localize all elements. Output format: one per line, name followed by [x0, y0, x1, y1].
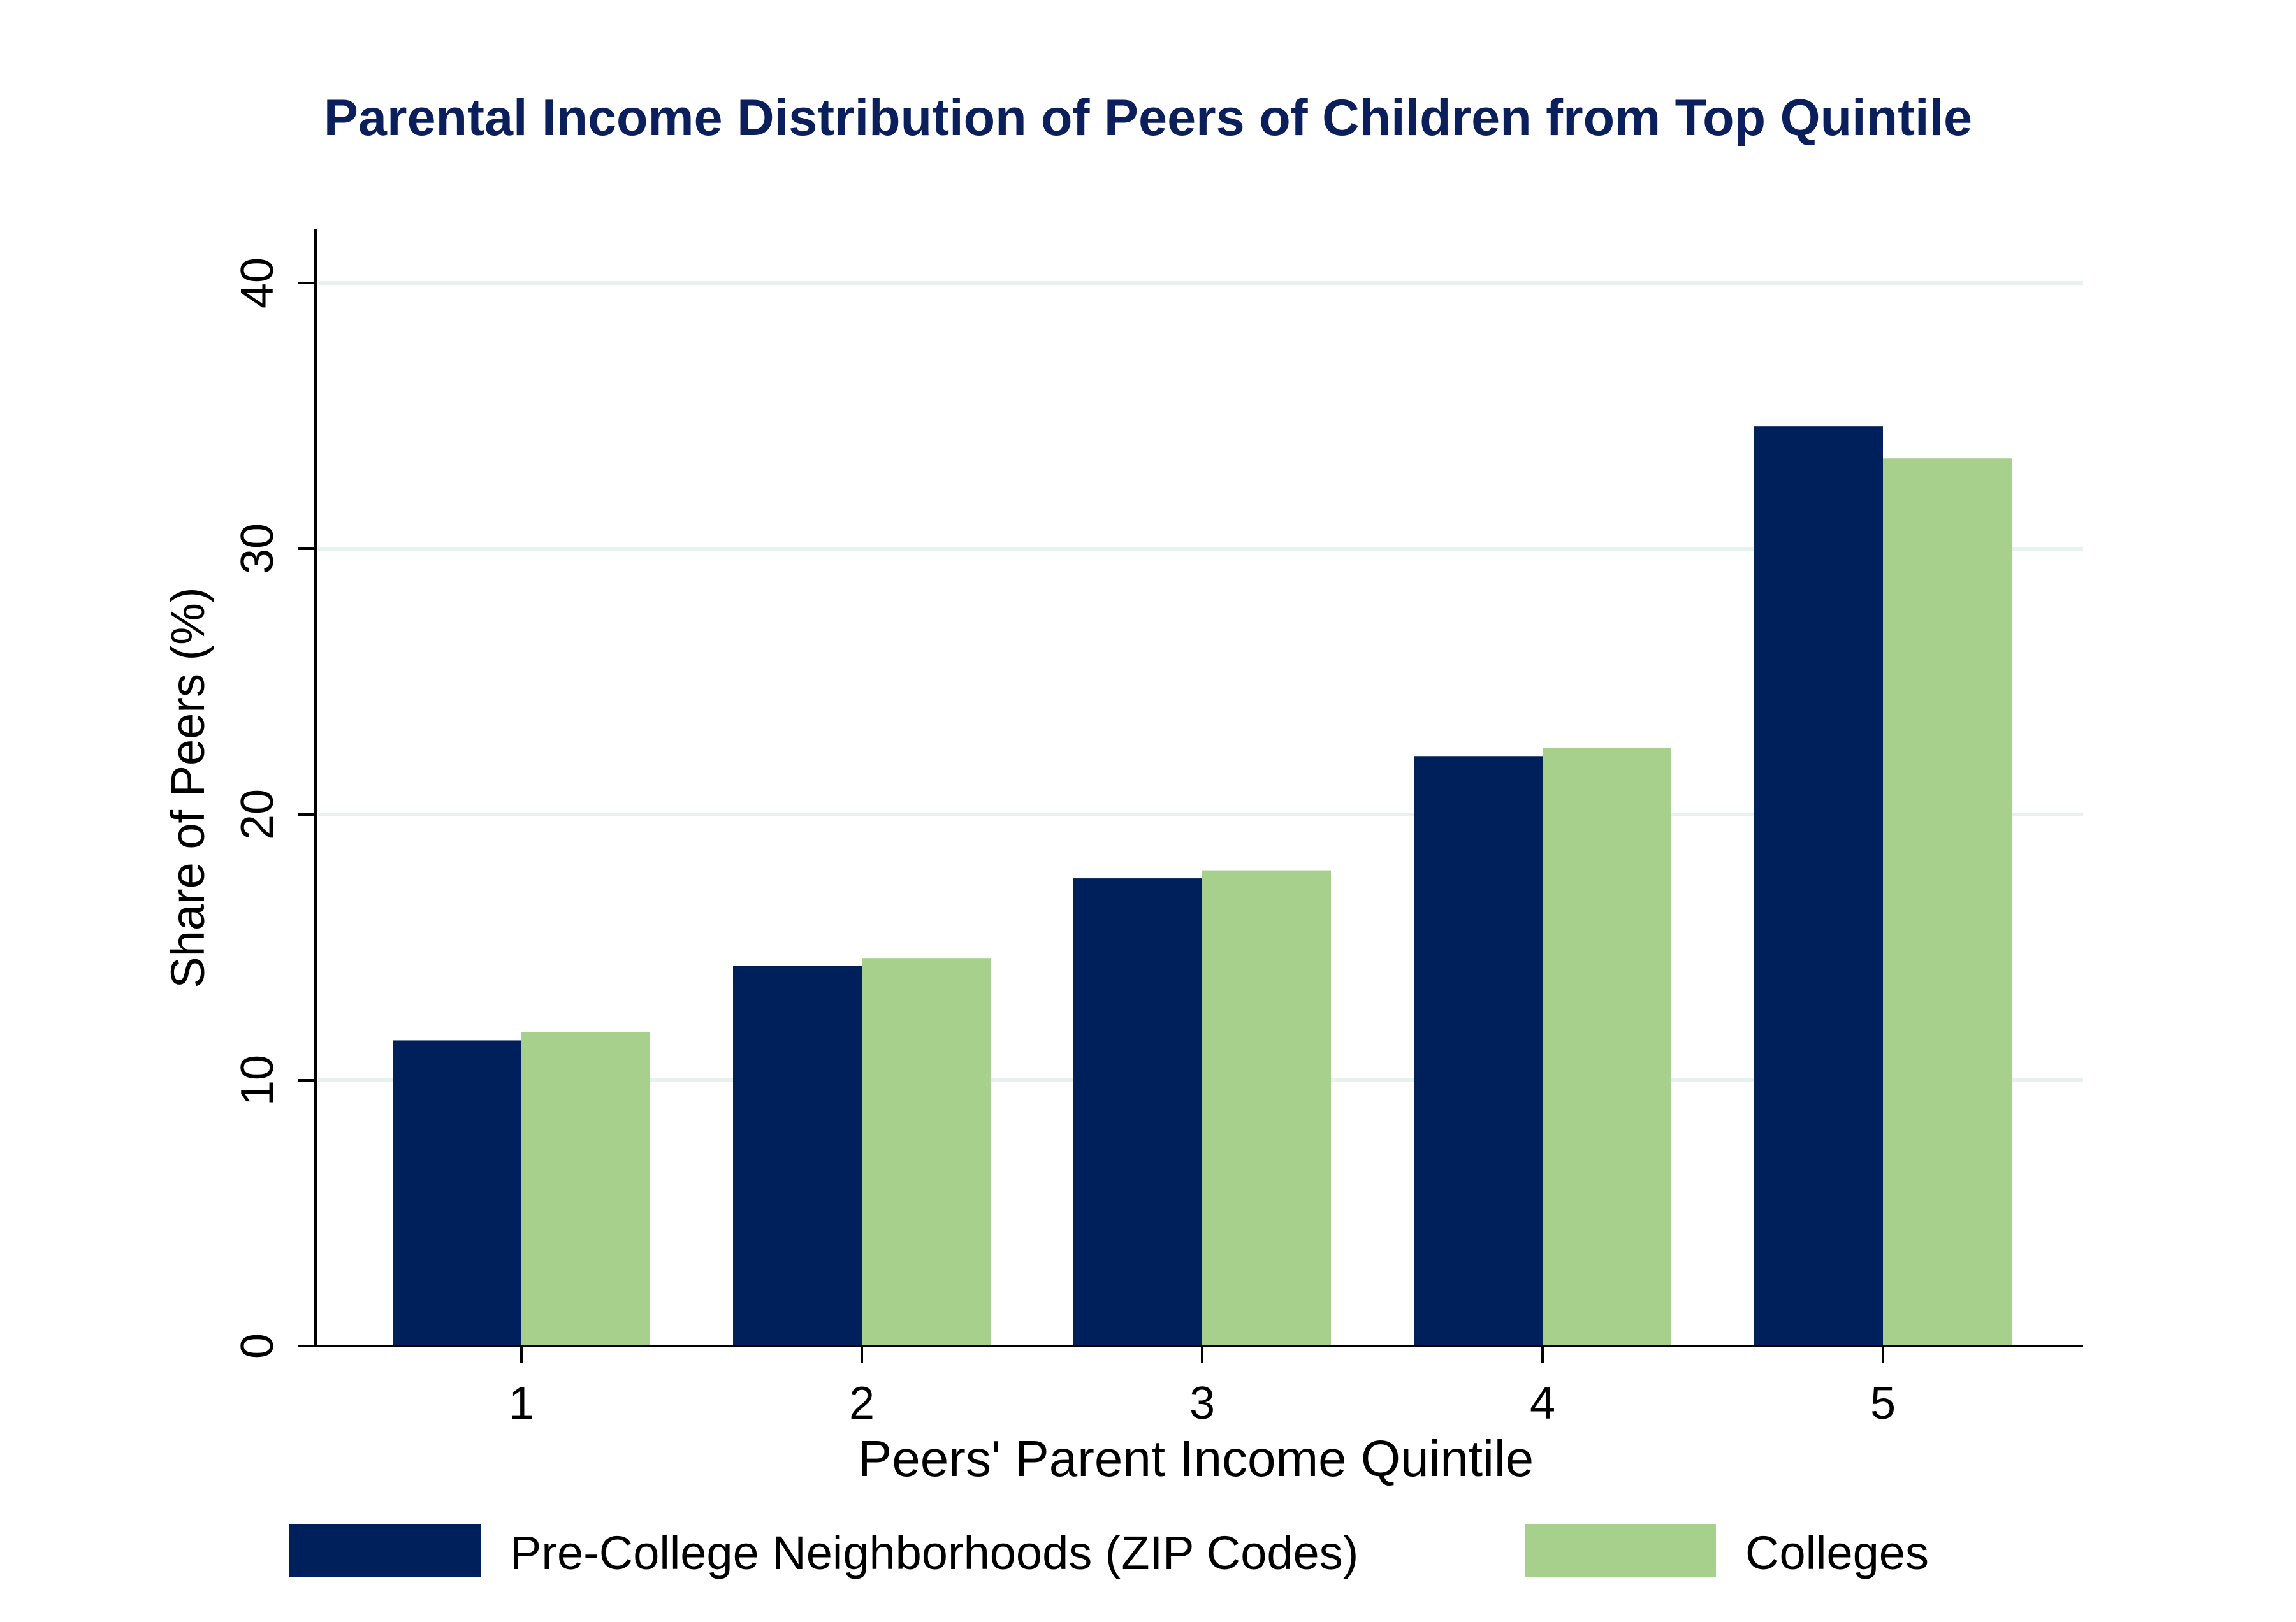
x-tick-label: 1 — [509, 1378, 534, 1429]
bar-series-1-quintile-4 — [1414, 756, 1543, 1346]
bar-series-1-quintile-2 — [733, 966, 862, 1346]
legend-label-pre-college-neighborhoods: Pre-College Neighborhoods (ZIP Codes) — [510, 1526, 1358, 1579]
bar-series-2-quintile-1 — [521, 1032, 650, 1346]
bar-series-2-quintile-3 — [1202, 870, 1331, 1346]
y-tick-label: 20 — [232, 789, 283, 840]
y-tick-label: 0 — [232, 1333, 283, 1359]
bar-series-1-quintile-1 — [393, 1040, 521, 1346]
x-tick-label: 5 — [1870, 1378, 1896, 1429]
y-tick-label: 30 — [232, 523, 283, 574]
x-axis-ticks: 1 2 3 4 5 — [509, 1346, 1896, 1429]
legend-swatch-colleges — [1525, 1524, 1716, 1577]
y-tick-label: 10 — [232, 1055, 283, 1106]
bar-series-1-quintile-5 — [1754, 426, 1883, 1347]
x-tick-label: 3 — [1189, 1378, 1215, 1429]
chart-title: Parental Income Distribution of Peers of… — [324, 89, 1972, 147]
y-axis-label: Share of Peers (%) — [161, 587, 214, 988]
x-axis-label: Peers' Parent Income Quintile — [858, 1430, 1534, 1487]
y-tick-label: 40 — [232, 257, 283, 308]
bar-series-2-quintile-5 — [1883, 458, 2012, 1346]
y-axis-ticks: 0 10 20 30 40 — [232, 257, 316, 1359]
bars — [393, 426, 2012, 1347]
x-tick-label: 4 — [1530, 1378, 1555, 1429]
legend: Pre-College Neighborhoods (ZIP Codes) Co… — [289, 1524, 1929, 1579]
legend-swatch-pre-college-neighborhoods — [289, 1524, 481, 1577]
bar-series-2-quintile-2 — [862, 958, 991, 1346]
bar-series-1-quintile-3 — [1073, 878, 1202, 1346]
bar-series-2-quintile-4 — [1543, 748, 1671, 1346]
legend-label-colleges: Colleges — [1745, 1526, 1929, 1579]
x-tick-label: 2 — [849, 1378, 875, 1429]
